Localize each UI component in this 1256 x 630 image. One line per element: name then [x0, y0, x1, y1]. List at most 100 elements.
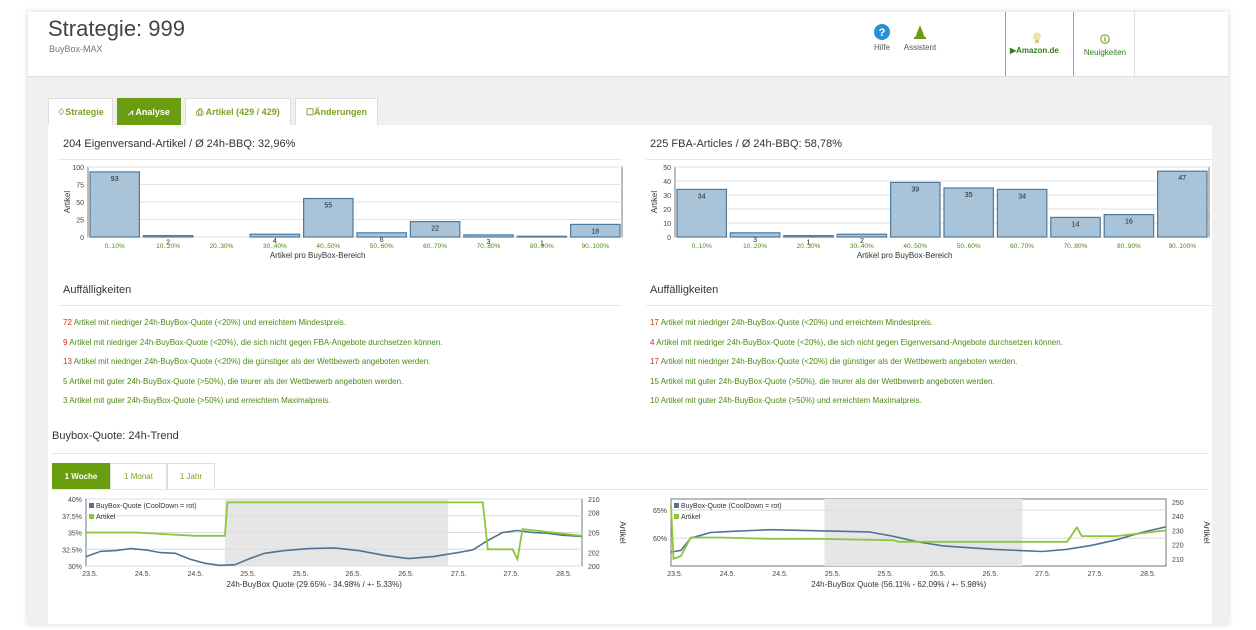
x-tick-label: 70..80% — [477, 243, 501, 250]
divider — [58, 305, 622, 306]
right-notes-list: 17 Artikel mit niedriger 24h-BuyBox-Quot… — [650, 318, 1063, 416]
assistant-button[interactable]: Assistent — [900, 24, 940, 52]
x-tick-label: 60..70% — [423, 243, 447, 250]
note-item[interactable]: 17 Artikel mit niedriger 24h-BuyBox-Quot… — [650, 318, 1063, 338]
y-right-tick-label: 230 — [1172, 528, 1184, 535]
x-tick-label: 27.5. — [451, 571, 467, 578]
x-tick-label: 40..50% — [903, 243, 927, 250]
x-tick-label: 10..20% — [156, 243, 180, 250]
note-text: Artikel mit niedriger 24h-BuyBox-Quote (… — [658, 318, 934, 327]
note-count: 13 — [63, 357, 72, 366]
note-text: Artikel mit guter 24h-BuyBox-Quote (>50%… — [658, 396, 922, 405]
help-label: Hilfe — [873, 43, 890, 52]
x-tick-label: 50..60% — [957, 243, 981, 250]
bar — [356, 232, 408, 238]
tab-1-woche[interactable]: 1 Woche — [52, 463, 110, 490]
analysis-content: 204 Eigenversand-Artikel / Ø 24h-BBQ: 32… — [48, 125, 1212, 624]
note-count: 17 — [650, 357, 659, 366]
bar-value-label: 1 — [807, 240, 811, 247]
tab-strategie[interactable]: ♢Strategie — [48, 98, 113, 125]
bar — [1103, 213, 1155, 238]
note-item[interactable]: 3 Artikel mit guter 24h-BuyBox-Quote (>5… — [63, 396, 443, 416]
bar-value-label: 93 — [111, 176, 119, 183]
wizard-hat-icon — [914, 25, 926, 39]
page-subtitle: BuyBox-MAX — [49, 44, 103, 54]
tab-label: Artikel (429 / 429) — [205, 107, 280, 117]
tab-label: Änderungen — [314, 107, 368, 117]
bar-value-label: 34 — [698, 193, 706, 200]
tab-artikel[interactable]: ⎙ Artikel (429 / 429) — [185, 98, 291, 125]
x-tick-label: 40..50% — [316, 243, 340, 250]
tab-aenderungen[interactable]: ☐Änderungen — [295, 98, 378, 125]
tab-1-monat[interactable]: 1 Monat — [110, 463, 167, 490]
header-divider — [1005, 12, 1006, 76]
note-text: Artikel mit niedriger 24h-BuyBox-Quote (… — [71, 318, 347, 327]
y-left-tick-label: 35% — [68, 531, 82, 538]
bar — [676, 188, 728, 238]
note-item[interactable]: 72 Artikel mit niedriger 24h-BuyBox-Quot… — [63, 318, 443, 338]
note-count: 5 — [63, 376, 68, 386]
bar-value-label: 14 — [1072, 221, 1080, 228]
x-tick-label: 25.5. — [240, 571, 256, 578]
y-right-tick-label: 250 — [1172, 500, 1184, 507]
lightbulb-icon — [1033, 32, 1041, 43]
note-item[interactable]: 5 Artikel mit guter 24h-BuyBox-Quote (>5… — [63, 377, 443, 397]
note-text: Artikel mit niedriger 24h-BuyBox-Quote (… — [67, 337, 443, 347]
y-left-tick-label: 40% — [68, 497, 82, 504]
x-tick-label: 26.5. — [346, 571, 362, 578]
note-text: Artikel mit niedriger 24h-BuyBox-Quote (… — [658, 357, 1018, 366]
help-button[interactable]: ? Hilfe — [871, 24, 893, 52]
note-item[interactable]: 13 Artikel mit niedriger 24h-BuyBox-Quot… — [63, 357, 443, 377]
bar-value-label: 2 — [166, 240, 170, 247]
note-item[interactable]: 17 Artikel mit niedriger 24h-BuyBox-Quot… — [650, 357, 1063, 377]
y-tick-label: 0 — [667, 235, 671, 242]
bar-value-label: 16 — [1125, 219, 1133, 226]
y-tick-label: 20 — [663, 207, 671, 214]
x-tick-label: 26.5. — [398, 571, 414, 578]
note-item[interactable]: 9 Artikel mit niedriger 24h-BuyBox-Quote… — [63, 338, 443, 358]
tab-1-jahr[interactable]: 1 Jahr — [167, 463, 215, 490]
note-item[interactable]: 10 Artikel mit guter 24h-BuyBox-Quote (>… — [650, 396, 1063, 416]
bar-value-label: 55 — [324, 203, 332, 210]
news-label: Neuigkeiten — [1083, 48, 1127, 57]
news-button[interactable]: Neuigkeiten — [1076, 34, 1134, 57]
y-axis-label: Artikel — [63, 191, 72, 213]
y-right-tick-label: 208 — [588, 510, 600, 517]
y-right-tick-label: 220 — [1172, 543, 1184, 550]
x-tick-label: 25.5. — [293, 571, 309, 578]
shaded-band — [824, 499, 1023, 566]
x-tick-label: 80..90% — [1117, 243, 1141, 250]
note-item[interactable]: 15 Artikel mit guter 24h-BuyBox-Quote (>… — [650, 377, 1063, 397]
y-right-tick-label: 240 — [1172, 514, 1184, 521]
bag-icon: ⎙ — [196, 107, 206, 117]
y-left-tick-label: 32.5% — [62, 547, 82, 554]
note-count: 10 — [650, 396, 659, 405]
x-tick-label: 90..100% — [1169, 243, 1197, 250]
tab-analyse[interactable]: ⩘ Analyse — [117, 98, 181, 125]
x-axis-label: Artikel pro BuyBox-Bereich — [270, 251, 366, 260]
bar-value-label: 6 — [380, 237, 384, 244]
x-axis-label: 24h-BuyBox Quote (56.11% - 62.09% / +- 5… — [811, 580, 986, 589]
y-tick-label: 10 — [663, 221, 671, 228]
amazon-label: Amazon.de — [1016, 46, 1059, 55]
bar — [996, 188, 1048, 238]
x-tick-label: 28.5. — [1140, 571, 1156, 578]
x-tick-label: 24.5. — [772, 571, 788, 578]
y-tick-label: 50 — [663, 165, 671, 172]
x-tick-label: 28.5. — [556, 571, 572, 578]
help-icon: ? — [874, 24, 890, 40]
x-tick-label: 30..40% — [850, 243, 874, 250]
x-tick-label: 27.5. — [504, 571, 520, 578]
series-line — [86, 501, 583, 563]
x-tick-label: 25.5. — [877, 571, 893, 578]
left-notes-title: Auffälligkeiten — [63, 284, 132, 296]
y-right-tick-label: 205 — [588, 531, 600, 538]
x-tick-label: 70..80% — [1064, 243, 1088, 250]
note-item[interactable]: 4 Artikel mit niedriger 24h-BuyBox-Quote… — [650, 338, 1063, 358]
bar-value-label: 39 — [911, 186, 919, 193]
divider — [58, 159, 622, 160]
bar-value-label: 2 — [860, 238, 864, 245]
bar-value-label: 47 — [1178, 175, 1186, 182]
bar-value-label: 3 — [753, 237, 757, 244]
amazon-button[interactable]: ▶Amazon.de — [1006, 12, 1072, 76]
